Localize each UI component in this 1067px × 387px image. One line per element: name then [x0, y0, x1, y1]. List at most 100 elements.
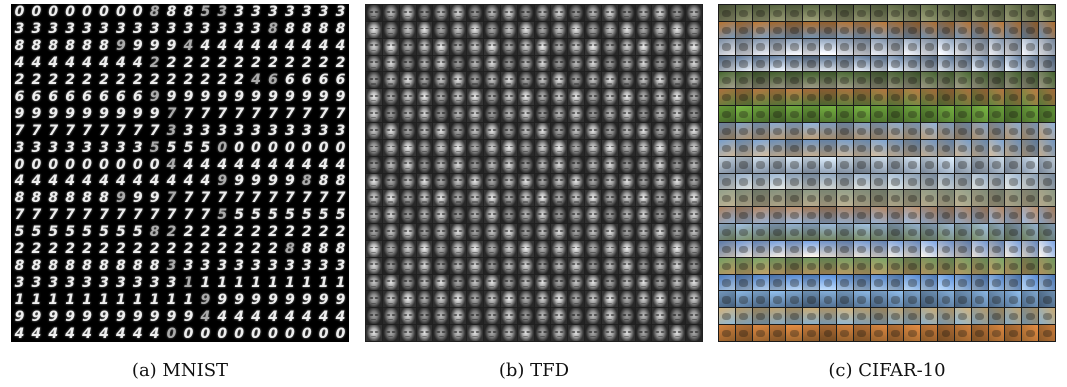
tfd-face-sample	[450, 72, 467, 89]
tfd-face-sample	[618, 240, 635, 257]
mnist-digit-sample: 8	[166, 4, 177, 21]
cifar-image-sample	[887, 21, 904, 38]
cifar-image-sample	[988, 72, 1005, 89]
cifar-image-sample	[921, 224, 938, 240]
tfd-face-sample	[517, 308, 534, 325]
mnist-digit-sample: 4	[115, 173, 126, 190]
tfd-face-sample	[568, 325, 585, 341]
tfd-face-sample	[601, 325, 618, 341]
mnist-digit-sample: 8	[48, 190, 59, 207]
cifar-image-sample	[1039, 240, 1055, 257]
cifar-image-sample	[752, 224, 769, 240]
cifar-image-sample	[735, 72, 752, 89]
mnist-digit-sample: 4	[183, 156, 194, 173]
mnist-digit-sample: 9	[268, 88, 278, 105]
cifar-image-sample	[988, 274, 1005, 291]
tfd-face-sample	[382, 156, 399, 173]
cifar-image-sample	[735, 240, 752, 257]
tfd-face-sample	[483, 325, 500, 341]
mnist-digit-sample: 3	[335, 257, 346, 274]
tfd-face-sample	[652, 257, 669, 274]
cifar-image-sample	[735, 173, 752, 190]
tfd-face-sample	[500, 190, 517, 207]
tfd-face-sample	[635, 257, 652, 274]
mnist-digit-sample: 4	[318, 156, 329, 173]
mnist-digit-sample: 8	[284, 241, 295, 258]
cifar-image-sample	[954, 173, 971, 190]
tfd-face-sample	[399, 5, 416, 21]
tfd-face-sample	[618, 173, 635, 190]
cifar-image-sample	[954, 291, 971, 308]
tfd-face-sample	[686, 257, 702, 274]
tfd-face-sample	[382, 325, 399, 341]
cifar-image-sample	[971, 139, 988, 156]
mnist-digit-sample: 4	[115, 325, 126, 342]
mnist-digit-sample: 3	[183, 122, 194, 139]
tfd-face-sample	[601, 106, 618, 122]
mnist-digit-sample: 4	[82, 173, 92, 190]
tfd-face-sample	[635, 122, 652, 139]
cifar-image-sample	[735, 55, 752, 72]
mnist-digit-sample: 3	[65, 139, 76, 156]
mnist-digit-sample: 7	[200, 190, 211, 207]
tfd-face-sample	[551, 190, 568, 207]
cifar-image-sample	[820, 325, 836, 341]
mnist-digit-sample: 2	[301, 224, 312, 241]
cifar-image-sample	[887, 72, 904, 89]
tfd-face-sample	[551, 156, 568, 173]
tfd-face-sample	[467, 224, 483, 240]
cifar-image-sample	[1005, 89, 1022, 106]
mnist-digit-sample: 4	[166, 156, 177, 173]
mnist-digit-sample: 5	[200, 139, 211, 156]
mnist-digit-sample: 5	[132, 224, 143, 241]
tfd-face-sample	[366, 38, 382, 55]
mnist-digit-sample: 4	[65, 325, 76, 342]
mnist-digit-sample: 4	[82, 325, 92, 342]
cifar-image-sample	[938, 5, 954, 21]
cifar-image-sample	[786, 89, 803, 106]
cifar-image-sample	[1039, 274, 1055, 291]
cifar-image-sample	[735, 89, 752, 106]
tfd-face-sample	[416, 257, 433, 274]
mnist-digit-sample: 0	[115, 4, 126, 21]
tfd-face-sample	[618, 156, 635, 173]
tfd-face-sample	[635, 207, 652, 224]
mnist-digit-sample: 2	[318, 55, 329, 72]
cifar-image-sample	[971, 224, 988, 240]
tfd-face-sample	[382, 224, 399, 240]
mnist-digit-sample: 0	[99, 4, 109, 21]
cifar-image-sample	[836, 257, 853, 274]
tfd-face-sample	[601, 291, 618, 308]
mnist-digit-sample: 4	[284, 308, 295, 325]
cifar-image-sample	[870, 257, 887, 274]
cifar-image-sample	[803, 274, 820, 291]
cifar-image-sample	[820, 139, 836, 156]
cifar-image-sample	[803, 55, 820, 72]
tfd-face-sample	[568, 224, 585, 240]
cifar-image-sample	[719, 122, 735, 139]
mnist-digit-sample: 9	[318, 88, 329, 105]
cifar-image-sample	[1022, 139, 1039, 156]
tfd-face-sample	[618, 257, 635, 274]
mnist-digit-sample: 2	[183, 55, 194, 72]
tfd-face-sample	[517, 173, 534, 190]
tfd-face-sample	[669, 106, 686, 122]
cifar-image-sample	[887, 55, 904, 72]
mnist-digit-sample: 7	[14, 207, 25, 224]
mnist-digit-sample: 7	[99, 207, 109, 224]
tfd-face-sample	[551, 122, 568, 139]
cifar-image-sample	[988, 21, 1005, 38]
tfd-face-sample	[652, 5, 669, 21]
tfd-face-sample	[433, 207, 450, 224]
cifar-image-sample	[719, 274, 735, 291]
tfd-face-sample	[652, 240, 669, 257]
cifar-image-sample	[820, 274, 836, 291]
mnist-digit-sample: 4	[115, 55, 126, 72]
tfd-face-sample	[635, 139, 652, 156]
mnist-digit-sample: 0	[301, 139, 312, 156]
cifar-image-sample	[752, 72, 769, 89]
cifar-image-sample	[1005, 38, 1022, 55]
cifar-image-sample	[887, 139, 904, 156]
tfd-face-sample	[500, 257, 517, 274]
mnist-digit-sample: 2	[149, 55, 160, 72]
